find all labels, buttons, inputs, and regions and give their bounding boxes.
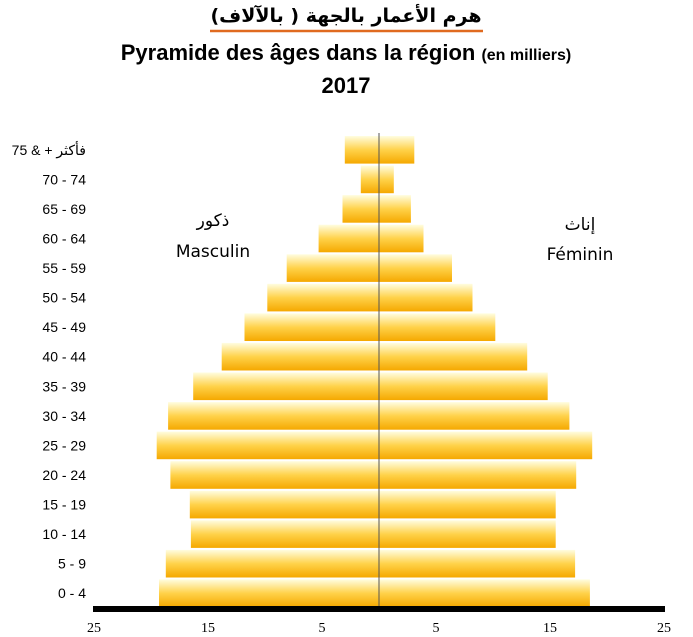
x-tick-label-2: 5: [319, 621, 326, 636]
age-label-4: 20 - 24: [42, 467, 86, 483]
bar-masculin-10: [267, 283, 379, 312]
bar-feminin-11: [379, 254, 452, 282]
bar-feminin-12: [379, 224, 424, 253]
age-label-7: 35 - 39: [42, 378, 86, 394]
bar-feminin-5: [379, 431, 593, 460]
bar-feminin-3: [379, 490, 556, 519]
bar-feminin-14: [379, 165, 394, 194]
title-arabic: هرم الأعمار بالجهة ( بالآلاف): [211, 4, 482, 27]
bar-masculin-1: [165, 549, 379, 578]
bar-masculin-13: [342, 195, 379, 223]
age-label-15: 75 & + فأكثر: [12, 140, 86, 159]
age-labels: 0 - 4 5 - 9 10 - 14 15 - 19 20 - 24 25 - 29 30…: [12, 140, 87, 601]
bar-masculin-0: [159, 579, 379, 607]
bar-masculin-5: [156, 431, 379, 460]
series-label-masculin-ar: ذكور: [196, 211, 230, 231]
bar-feminin-8: [379, 342, 528, 371]
bar-masculin-15: [344, 136, 379, 164]
title-year: 2017: [322, 73, 371, 98]
bar-masculin-6: [168, 402, 379, 430]
bar-feminin-2: [379, 520, 556, 548]
title-unit: (en milliers): [481, 47, 571, 64]
bars-layer: [156, 136, 593, 607]
bar-masculin-3: [189, 490, 379, 519]
x-axis-ticks: 25 15 5 5 15 25: [87, 621, 671, 636]
age-label-1: 5 - 9: [58, 556, 86, 572]
x-axis-floor: [93, 606, 665, 612]
x-tick-label-4: 15: [543, 621, 557, 636]
series-label-masculin: Masculin: [176, 242, 250, 262]
series-label-feminin-ar: إناث: [565, 215, 596, 235]
bar-masculin-8: [221, 342, 379, 371]
age-label-11: 55 - 59: [42, 260, 86, 276]
age-label-6: 30 - 34: [42, 408, 86, 424]
age-label-0: 0 - 4: [58, 585, 86, 601]
age-label-2: 10 - 14: [42, 526, 86, 542]
age-label-8: 40 - 44: [42, 349, 86, 365]
age-label-12: 60 - 64: [42, 231, 86, 247]
x-tick-label-0: 25: [87, 621, 101, 636]
bar-masculin-11: [286, 254, 379, 282]
bar-feminin-13: [379, 195, 411, 223]
title-french: Pyramide des âges dans la région (en mil…: [121, 40, 572, 65]
x-tick-label-3: 5: [433, 621, 440, 636]
bar-masculin-9: [244, 313, 379, 341]
bar-masculin-4: [170, 461, 379, 489]
bar-masculin-14: [360, 165, 379, 194]
x-tick-label-5: 25: [657, 621, 671, 636]
age-label-5: 25 - 29: [42, 437, 86, 453]
bar-feminin-4: [379, 461, 577, 489]
x-tick-label-1: 15: [201, 621, 215, 636]
series-label-feminin: Féminin: [547, 245, 614, 265]
bar-feminin-15: [379, 136, 415, 164]
title-french-main: Pyramide des âges dans la région: [121, 40, 476, 65]
bar-masculin-2: [190, 520, 379, 548]
bar-masculin-12: [318, 224, 379, 253]
age-label-10: 50 - 54: [42, 290, 86, 306]
bar-masculin-7: [193, 372, 379, 401]
bar-feminin-1: [379, 549, 576, 578]
bar-feminin-7: [379, 372, 548, 401]
age-label-13: 65 - 69: [42, 201, 86, 217]
age-label-14: 70 - 74: [42, 171, 86, 187]
bar-feminin-6: [379, 402, 570, 430]
bar-feminin-10: [379, 283, 473, 312]
age-label-3: 15 - 19: [42, 497, 86, 513]
bar-feminin-0: [379, 579, 590, 607]
bar-feminin-9: [379, 313, 496, 341]
age-label-9: 45 - 49: [42, 319, 86, 335]
